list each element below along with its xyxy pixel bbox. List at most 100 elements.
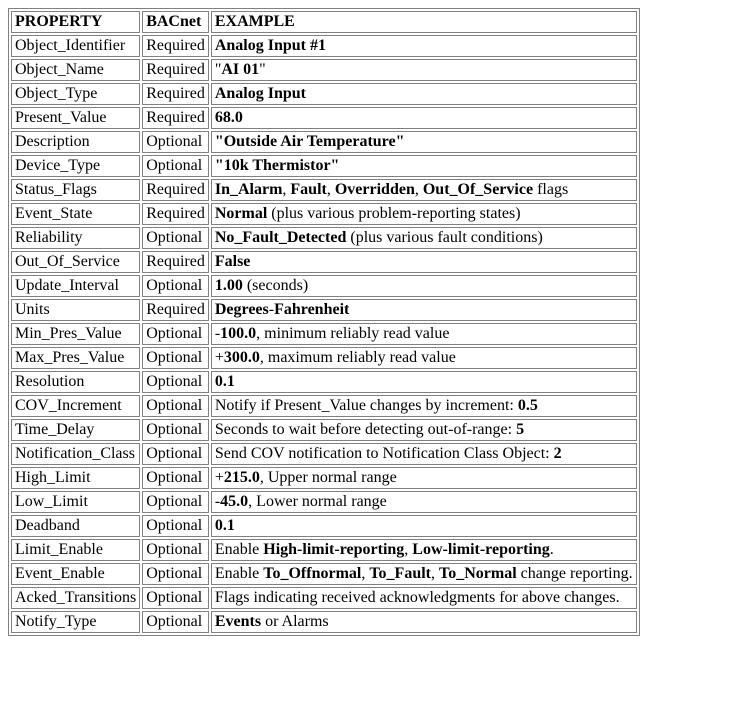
cell-property: Resolution xyxy=(11,371,140,393)
cell-bacnet: Optional xyxy=(142,155,209,177)
cell-bacnet: Optional xyxy=(142,539,209,561)
cell-property: Object_Type xyxy=(11,83,140,105)
cell-property: Limit_Enable xyxy=(11,539,140,561)
col-example: EXAMPLE xyxy=(211,11,637,33)
cell-bacnet: Required xyxy=(142,59,209,81)
table-row: COV_IncrementOptionalNotify if Present_V… xyxy=(11,395,637,417)
cell-example: Flags indicating received acknowledgment… xyxy=(211,587,637,609)
cell-bacnet: Required xyxy=(142,107,209,129)
cell-bacnet: Optional xyxy=(142,611,209,633)
table-row: Event_EnableOptionalEnable To_Offnormal,… xyxy=(11,563,637,585)
cell-example: Seconds to wait before detecting out-of-… xyxy=(211,419,637,441)
cell-example: Analog Input xyxy=(211,83,637,105)
cell-property: Notification_Class xyxy=(11,443,140,465)
cell-bacnet: Required xyxy=(142,251,209,273)
table-header-row: PROPERTY BACnet EXAMPLE xyxy=(11,11,637,33)
cell-property: Time_Delay xyxy=(11,419,140,441)
table-row: UnitsRequiredDegrees-Fahrenheit xyxy=(11,299,637,321)
col-bacnet: BACnet xyxy=(142,11,209,33)
table-body: Object_IdentifierRequiredAnalog Input #1… xyxy=(11,35,637,633)
cell-property: Reliability xyxy=(11,227,140,249)
cell-bacnet: Optional xyxy=(142,131,209,153)
cell-property: Update_Interval xyxy=(11,275,140,297)
cell-bacnet: Required xyxy=(142,299,209,321)
table-row: Low_LimitOptional-45.0, Lower normal ran… xyxy=(11,491,637,513)
cell-example: "AI 01" xyxy=(211,59,637,81)
table-row: Object_NameRequired"AI 01" xyxy=(11,59,637,81)
table-row: DescriptionOptional"Outside Air Temperat… xyxy=(11,131,637,153)
cell-bacnet: Required xyxy=(142,83,209,105)
cell-bacnet: Optional xyxy=(142,419,209,441)
table-row: Device_TypeOptional"10k Thermistor" xyxy=(11,155,637,177)
cell-property: Object_Identifier xyxy=(11,35,140,57)
cell-property: Notify_Type xyxy=(11,611,140,633)
table-row: Update_IntervalOptional1.00 (seconds) xyxy=(11,275,637,297)
bacnet-property-table: PROPERTY BACnet EXAMPLE Object_Identifie… xyxy=(8,8,640,636)
cell-bacnet: Optional xyxy=(142,371,209,393)
cell-example: Enable To_Offnormal, To_Fault, To_Normal… xyxy=(211,563,637,585)
cell-property: Present_Value xyxy=(11,107,140,129)
cell-property: Object_Name xyxy=(11,59,140,81)
cell-example: Enable High-limit-reporting, Low-limit-r… xyxy=(211,539,637,561)
cell-example: Degrees-Fahrenheit xyxy=(211,299,637,321)
cell-property: COV_Increment xyxy=(11,395,140,417)
cell-example: 0.1 xyxy=(211,371,637,393)
cell-property: Status_Flags xyxy=(11,179,140,201)
cell-example: No_Fault_Detected (plus various fault co… xyxy=(211,227,637,249)
table-row: Max_Pres_ValueOptional+300.0, maximum re… xyxy=(11,347,637,369)
cell-property: Event_State xyxy=(11,203,140,225)
cell-bacnet: Optional xyxy=(142,227,209,249)
cell-bacnet: Optional xyxy=(142,563,209,585)
cell-property: Device_Type xyxy=(11,155,140,177)
cell-example: +300.0, maximum reliably read value xyxy=(211,347,637,369)
cell-bacnet: Required xyxy=(142,179,209,201)
table-row: Object_IdentifierRequiredAnalog Input #1 xyxy=(11,35,637,57)
cell-property: Event_Enable xyxy=(11,563,140,585)
cell-example: Events or Alarms xyxy=(211,611,637,633)
cell-bacnet: Required xyxy=(142,35,209,57)
table-row: ReliabilityOptionalNo_Fault_Detected (pl… xyxy=(11,227,637,249)
cell-example: Send COV notification to Notification Cl… xyxy=(211,443,637,465)
cell-bacnet: Optional xyxy=(142,491,209,513)
table-row: Acked_TransitionsOptionalFlags indicatin… xyxy=(11,587,637,609)
cell-example: 1.00 (seconds) xyxy=(211,275,637,297)
cell-example: "Outside Air Temperature" xyxy=(211,131,637,153)
cell-example: Notify if Present_Value changes by incre… xyxy=(211,395,637,417)
table-row: Notification_ClassOptionalSend COV notif… xyxy=(11,443,637,465)
cell-example: "10k Thermistor" xyxy=(211,155,637,177)
cell-property: Acked_Transitions xyxy=(11,587,140,609)
table-row: Notify_TypeOptionalEvents or Alarms xyxy=(11,611,637,633)
cell-example: Normal (plus various problem-reporting s… xyxy=(211,203,637,225)
cell-property: Units xyxy=(11,299,140,321)
table-row: Time_DelayOptionalSeconds to wait before… xyxy=(11,419,637,441)
cell-property: Min_Pres_Value xyxy=(11,323,140,345)
cell-property: Low_Limit xyxy=(11,491,140,513)
cell-bacnet: Optional xyxy=(142,323,209,345)
table-row: Min_Pres_ValueOptional-100.0, minimum re… xyxy=(11,323,637,345)
cell-example: -45.0, Lower normal range xyxy=(211,491,637,513)
cell-bacnet: Optional xyxy=(142,347,209,369)
cell-example: Analog Input #1 xyxy=(211,35,637,57)
cell-bacnet: Optional xyxy=(142,467,209,489)
table-row: Limit_EnableOptionalEnable High-limit-re… xyxy=(11,539,637,561)
cell-property: Out_Of_Service xyxy=(11,251,140,273)
cell-bacnet: Optional xyxy=(142,515,209,537)
cell-property: Deadband xyxy=(11,515,140,537)
cell-property: High_Limit xyxy=(11,467,140,489)
cell-example: False xyxy=(211,251,637,273)
cell-bacnet: Optional xyxy=(142,587,209,609)
table-row: DeadbandOptional0.1 xyxy=(11,515,637,537)
cell-property: Max_Pres_Value xyxy=(11,347,140,369)
cell-bacnet: Optional xyxy=(142,395,209,417)
cell-example: +215.0, Upper normal range xyxy=(211,467,637,489)
cell-bacnet: Required xyxy=(142,203,209,225)
cell-example: 68.0 xyxy=(211,107,637,129)
table-row: Status_FlagsRequiredIn_Alarm, Fault, Ove… xyxy=(11,179,637,201)
table-row: Present_ValueRequired68.0 xyxy=(11,107,637,129)
col-property: PROPERTY xyxy=(11,11,140,33)
cell-example: -100.0, minimum reliably read value xyxy=(211,323,637,345)
cell-property: Description xyxy=(11,131,140,153)
table-row: High_LimitOptional+215.0, Upper normal r… xyxy=(11,467,637,489)
table-row: Out_Of_ServiceRequiredFalse xyxy=(11,251,637,273)
table-row: Object_TypeRequiredAnalog Input xyxy=(11,83,637,105)
